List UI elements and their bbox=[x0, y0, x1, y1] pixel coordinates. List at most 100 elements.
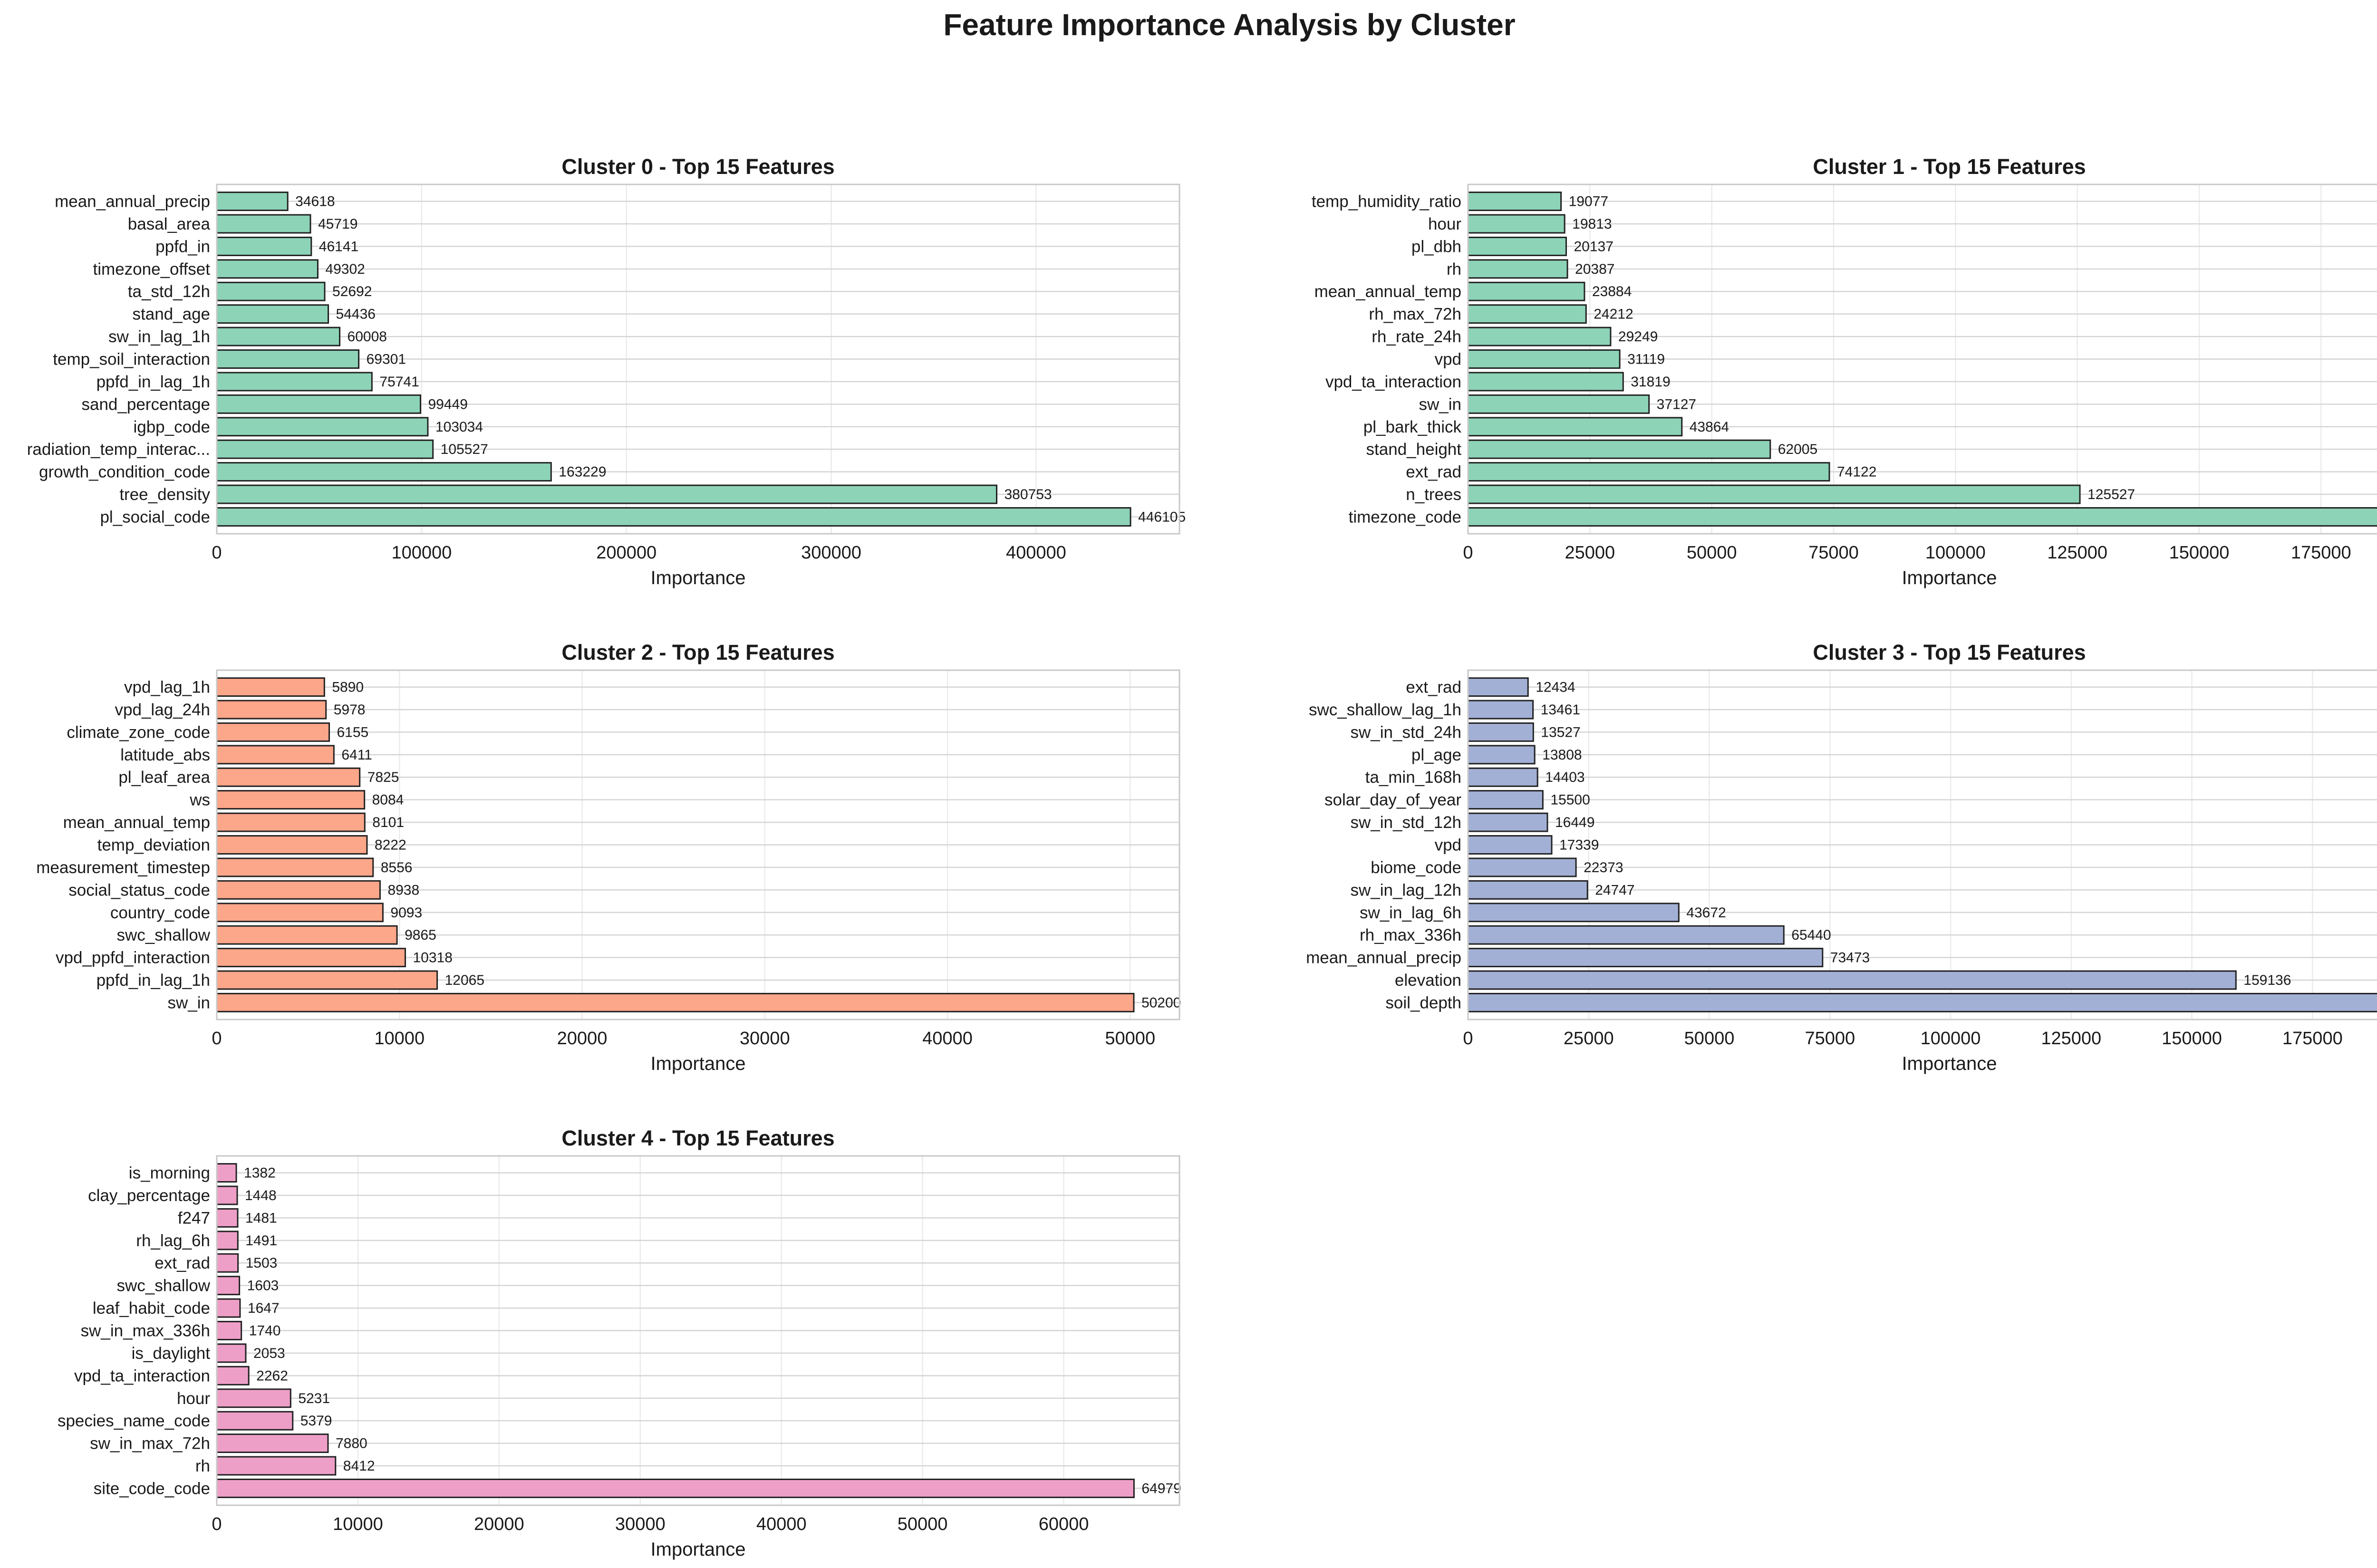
data-label: 8938 bbox=[387, 882, 419, 898]
y-tick-label: sw_in_max_336h bbox=[81, 1322, 210, 1340]
data-label: 15500 bbox=[1550, 792, 1590, 808]
bar bbox=[1467, 417, 1683, 437]
chart-title: Cluster 1 - Top 15 Features bbox=[1813, 154, 2086, 179]
bar bbox=[216, 767, 361, 787]
data-label: 13808 bbox=[1542, 747, 1582, 763]
data-label: 1448 bbox=[245, 1188, 277, 1203]
y-tick-label: country_code bbox=[110, 904, 210, 922]
y-tick-label: soil_depth bbox=[1385, 993, 1461, 1012]
y-tick-label: swc_shallow_lag_1h bbox=[1309, 701, 1461, 719]
y-tick-label: vpd bbox=[1435, 350, 1461, 369]
data-label: 5890 bbox=[332, 680, 364, 695]
data-label: 125527 bbox=[2087, 487, 2135, 502]
data-label: 19813 bbox=[1572, 216, 1612, 232]
chart-panel-1: Cluster 1 - Top 15 Features 0 25000 50000 75… bbox=[1312, 154, 2377, 588]
data-label: 29249 bbox=[1618, 329, 1658, 345]
y-tick-label: swc_shallow bbox=[117, 926, 211, 944]
y-tick-label: pl_bark_thick bbox=[1363, 418, 1462, 436]
data-label: 12434 bbox=[1536, 680, 1575, 695]
y-tick-label: ppfd_in_lag_1h bbox=[97, 373, 210, 391]
data-label: 9865 bbox=[405, 927, 436, 943]
bar bbox=[216, 1343, 247, 1363]
data-label: 13461 bbox=[1541, 702, 1580, 718]
y-tick-label: sw_in_lag_1h bbox=[108, 327, 210, 346]
data-label: 54436 bbox=[336, 307, 376, 322]
bar bbox=[216, 700, 327, 720]
y-tick-label: vpd bbox=[1435, 836, 1461, 855]
y-tick-label: radiation_temp_interac... bbox=[27, 440, 210, 459]
bar bbox=[216, 214, 311, 234]
data-label: 20387 bbox=[1575, 261, 1614, 277]
data-label: 34618 bbox=[295, 194, 335, 210]
y-tick-label: social_status_code bbox=[68, 881, 210, 899]
bar bbox=[216, 1456, 337, 1476]
data-label: 31119 bbox=[1627, 352, 1665, 367]
x-tick-label: 100000 bbox=[1925, 543, 1986, 563]
data-label: 60008 bbox=[348, 329, 387, 345]
y-tick-label: elevation bbox=[1395, 971, 1461, 990]
bar bbox=[216, 1411, 294, 1431]
x-axis-label: Importance bbox=[650, 1053, 745, 1074]
y-tick-label: rh_rate_24h bbox=[1372, 327, 1461, 346]
bar bbox=[216, 417, 429, 437]
data-label: 65440 bbox=[1791, 927, 1831, 943]
data-label: 31819 bbox=[1631, 374, 1670, 390]
y-tick-label: is_daylight bbox=[132, 1344, 211, 1363]
y-tick-label: biome_code bbox=[1371, 858, 1461, 877]
y-tick-label: sw_in_max_72h bbox=[90, 1434, 210, 1453]
y-tick-label: leaf_habit_code bbox=[93, 1299, 210, 1318]
bar bbox=[1467, 745, 1536, 765]
y-tick-label: rh_lag_6h bbox=[136, 1231, 210, 1250]
data-label: 52692 bbox=[332, 284, 372, 299]
bar bbox=[216, 677, 325, 697]
data-label: 8101 bbox=[372, 815, 404, 830]
x-tick-label: 0 bbox=[1463, 543, 1473, 563]
x-tick-label: 175000 bbox=[2291, 543, 2351, 563]
bar bbox=[216, 1366, 250, 1385]
x-tick-label: 0 bbox=[212, 543, 222, 563]
data-label: 14403 bbox=[1545, 770, 1585, 785]
bar bbox=[216, 192, 289, 212]
y-tick-label: pl_social_code bbox=[100, 508, 210, 526]
axes-frame bbox=[216, 669, 1180, 1020]
x-tick-label: 60000 bbox=[1039, 1514, 1089, 1534]
x-tick-label: 150000 bbox=[2169, 543, 2230, 563]
y-tick-label: sw_in bbox=[1419, 395, 1461, 414]
y-tick-label: vpd_lag_1h bbox=[124, 678, 210, 697]
y-tick-label: temp_humidity_ratio bbox=[1312, 192, 1461, 211]
data-label: 13527 bbox=[1541, 724, 1580, 740]
y-tick-label: ext_rad bbox=[1406, 463, 1461, 481]
x-tick-label: 0 bbox=[212, 1029, 222, 1049]
bar bbox=[1467, 992, 2377, 1012]
y-tick-label: stand_age bbox=[133, 305, 210, 324]
bar bbox=[1467, 439, 1771, 459]
data-label: 49302 bbox=[325, 261, 365, 277]
data-label: 37127 bbox=[1657, 396, 1696, 412]
bar bbox=[1467, 327, 1612, 346]
data-label: 1481 bbox=[245, 1210, 277, 1226]
data-label: 73473 bbox=[1830, 950, 1870, 966]
x-tick-label: 50000 bbox=[1687, 543, 1737, 563]
data-label: 12065 bbox=[445, 972, 484, 988]
data-label: 1740 bbox=[249, 1323, 281, 1339]
y-tick-label: tree_density bbox=[119, 485, 210, 504]
bar bbox=[1467, 372, 1624, 392]
y-tick-label: is_morning bbox=[129, 1164, 210, 1183]
data-label: 62005 bbox=[1778, 442, 1817, 457]
x-tick-label: 400000 bbox=[1006, 543, 1066, 563]
bar bbox=[216, 462, 552, 482]
data-label: 380753 bbox=[1004, 487, 1052, 502]
chart-title: Cluster 3 - Top 15 Features bbox=[1813, 640, 2086, 664]
bar bbox=[1467, 790, 1544, 810]
y-tick-label: growth_condition_code bbox=[39, 463, 210, 481]
chart-title: Cluster 4 - Top 15 Features bbox=[561, 1126, 834, 1150]
bar bbox=[216, 304, 329, 324]
bar bbox=[216, 1208, 239, 1228]
x-tick-label: 200000 bbox=[596, 543, 657, 563]
data-label: 74122 bbox=[1837, 464, 1876, 480]
data-label: 8084 bbox=[372, 792, 404, 808]
bar bbox=[216, 1388, 291, 1408]
y-tick-label: rh_max_72h bbox=[1369, 305, 1461, 324]
